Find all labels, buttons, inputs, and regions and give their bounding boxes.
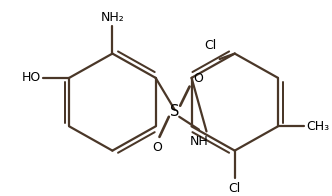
Text: S: S [170, 104, 179, 119]
Text: Cl: Cl [204, 39, 216, 52]
Text: NH₂: NH₂ [101, 11, 124, 24]
Text: NH: NH [190, 135, 208, 148]
Text: CH₃: CH₃ [306, 120, 329, 133]
Text: O: O [153, 141, 163, 153]
Text: O: O [193, 72, 203, 85]
Text: HO: HO [22, 71, 41, 84]
Text: Cl: Cl [229, 182, 241, 195]
